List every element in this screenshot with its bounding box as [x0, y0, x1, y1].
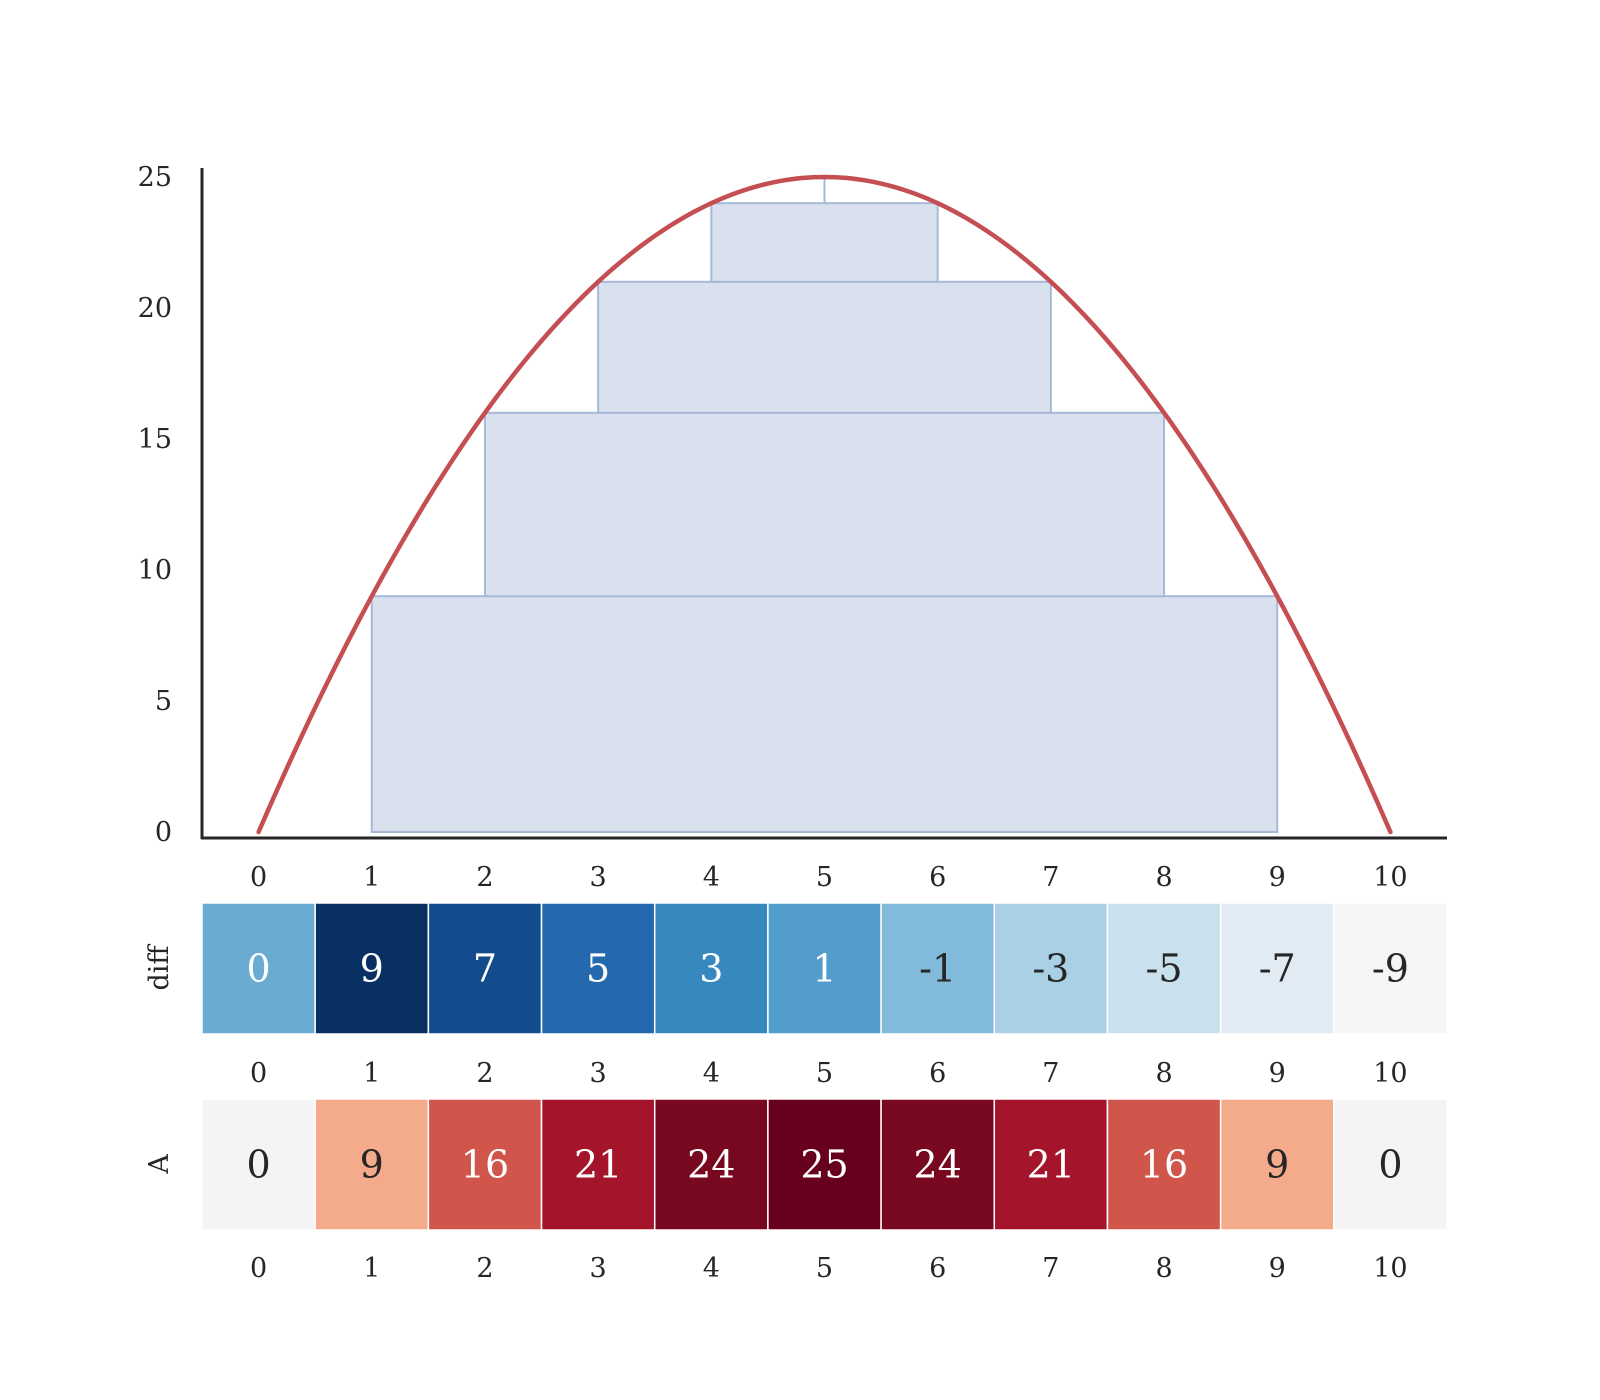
stacked-rectangle-3 [710, 202, 939, 283]
x-tick-label: 6 [929, 1253, 946, 1284]
x-tick-label: 2 [476, 1253, 493, 1284]
heatmap-diff-cells: 0 9 7 5 3 1 -1 -3 -5 -7 -9 [201, 902, 1448, 1035]
heatmap-a: 0 9 16 21 24 25 24 21 16 9 0 A 0 1 2 3 4 5 6 7 8 9 10 [144, 1098, 1448, 1284]
y-tick-label: 25 [138, 162, 172, 193]
x-tick-label: 10 [1373, 1253, 1407, 1284]
heatmap-cell-value: -7 [1259, 947, 1296, 991]
x-tick-label: 4 [703, 1253, 720, 1284]
axes-layer [200, 168, 1447, 840]
y-tick-label: 15 [138, 424, 172, 455]
heatmap-cell-value: 21 [1027, 1143, 1075, 1187]
heatmap-cell-value: 1 [812, 947, 836, 991]
x-tick-label: 0 [250, 1058, 267, 1089]
x-tick-label: 2 [476, 862, 493, 893]
heatmap-cell-value: -9 [1372, 947, 1409, 991]
x-tick-label: 0 [250, 1253, 267, 1284]
heatmap-diff: 0 9 7 5 3 1 -1 -3 -5 -7 -9 diff 0 1 2 3 4 5 6 7 8 9 10 [144, 902, 1448, 1089]
x-tick-label: 3 [590, 1253, 607, 1284]
x-tick-label: 7 [1042, 1058, 1059, 1089]
heatmap-cell-value: 0 [1378, 1143, 1402, 1187]
heatmap-cell [427, 1098, 543, 1231]
heatmap-cell-value: 0 [246, 1143, 270, 1187]
heatmap-cell-value: -3 [1032, 947, 1069, 991]
x-tick-label: 0 [250, 862, 267, 893]
main-plot: 0 5 10 15 20 25 0 1 2 3 4 5 6 7 8 9 10 [138, 162, 1447, 893]
x-tick-label: 5 [816, 1253, 833, 1284]
heatmap-cell [314, 902, 430, 1035]
x-tick-label: 5 [816, 1058, 833, 1089]
x-tick-label: 1 [363, 862, 380, 893]
heatmap-cell [767, 902, 882, 1035]
x-tick-labels-diff: 0 1 2 3 4 5 6 7 8 9 10 [250, 1058, 1408, 1089]
x-tick-label: 8 [1155, 862, 1172, 893]
rectangles-layer [370, 177, 1279, 834]
curve-layer [256, 174, 1393, 835]
y-tick-label: 10 [138, 555, 172, 586]
heatmap-cell-value: 5 [586, 947, 610, 991]
heatmap-cell-value: 0 [246, 947, 270, 991]
heatmap-cell [1219, 902, 1335, 1035]
x-tick-label: 2 [476, 1058, 493, 1089]
x-tick-label: 8 [1155, 1058, 1172, 1089]
x-tick-labels-a: 0 1 2 3 4 5 6 7 8 9 10 [250, 1253, 1408, 1284]
heatmap-cell [540, 902, 656, 1035]
heatmap-cell-value: 7 [473, 947, 497, 991]
heatmap-diff-row-label: diff [144, 944, 175, 991]
x-tick-label: 6 [929, 1058, 946, 1089]
heatmap-cell [880, 1098, 996, 1231]
x-tick-label: 9 [1269, 1253, 1286, 1284]
heatmap-cell-value: 9 [360, 1143, 384, 1187]
x-tick-label: 3 [590, 862, 607, 893]
heatmap-cell-value: 3 [699, 947, 723, 991]
x-tick-label: 3 [590, 1058, 607, 1089]
x-tick-label: 4 [703, 1058, 720, 1089]
heatmap-cell-value: 9 [360, 947, 384, 991]
y-tick-label: 5 [155, 686, 172, 717]
x-tick-label: 10 [1373, 862, 1407, 893]
x-tick-label: 6 [929, 862, 946, 893]
stacked-rectangle-2 [597, 280, 1052, 414]
heatmap-cell-value: -1 [919, 947, 956, 991]
heatmap-cell-value: 16 [1140, 1143, 1188, 1187]
x-tick-label: 7 [1042, 862, 1059, 893]
x-tick-labels-main: 0 1 2 3 4 5 6 7 8 9 10 [250, 862, 1408, 893]
heatmap-cell [201, 1098, 316, 1231]
x-tick-label: 1 [363, 1253, 380, 1284]
heatmap-cell [201, 902, 316, 1035]
x-tick-label: 9 [1269, 1058, 1286, 1089]
heatmap-cell [1106, 902, 1222, 1035]
heatmap-cell-value: 25 [800, 1143, 848, 1187]
heatmap-cell [1333, 1098, 1448, 1231]
heatmap-cell [1106, 1098, 1222, 1231]
x-tick-label: 1 [363, 1058, 380, 1089]
y-tick-label: 0 [155, 817, 172, 848]
heatmap-cell [1219, 1098, 1335, 1231]
heatmap-cell-value: 24 [687, 1143, 735, 1187]
x-tick-label: 8 [1155, 1253, 1172, 1284]
heatmap-cell [993, 1098, 1109, 1231]
stacked-rectangle-0 [370, 595, 1279, 834]
x-tick-label: 10 [1373, 1058, 1407, 1089]
heatmap-cell [1333, 902, 1448, 1035]
x-tick-label: 9 [1269, 862, 1286, 893]
heatmap-cell-value: 21 [574, 1143, 622, 1187]
y-tick-labels: 0 5 10 15 20 25 [138, 162, 172, 848]
heatmap-a-cells: 0 9 16 21 24 25 24 21 16 9 0 [201, 1098, 1448, 1231]
heatmap-cell-value: 16 [461, 1143, 509, 1187]
x-tick-label: 7 [1042, 1253, 1059, 1284]
x-tick-label: 5 [816, 862, 833, 893]
y-tick-label: 20 [138, 293, 172, 324]
stacked-rectangle-1 [483, 411, 1166, 598]
heatmap-cell [314, 1098, 430, 1231]
heatmap-cell [427, 902, 543, 1035]
x-tick-label: 4 [703, 862, 720, 893]
heatmap-cell-value: 24 [914, 1143, 962, 1187]
heatmap-cell [653, 1098, 769, 1231]
heatmap-a-row-label: A [144, 1154, 175, 1175]
parabola-line [256, 174, 1393, 835]
heatmap-cell-value: -5 [1146, 947, 1183, 991]
heatmap-cell-value: 9 [1265, 1143, 1289, 1187]
heatmap-cell [653, 902, 769, 1035]
